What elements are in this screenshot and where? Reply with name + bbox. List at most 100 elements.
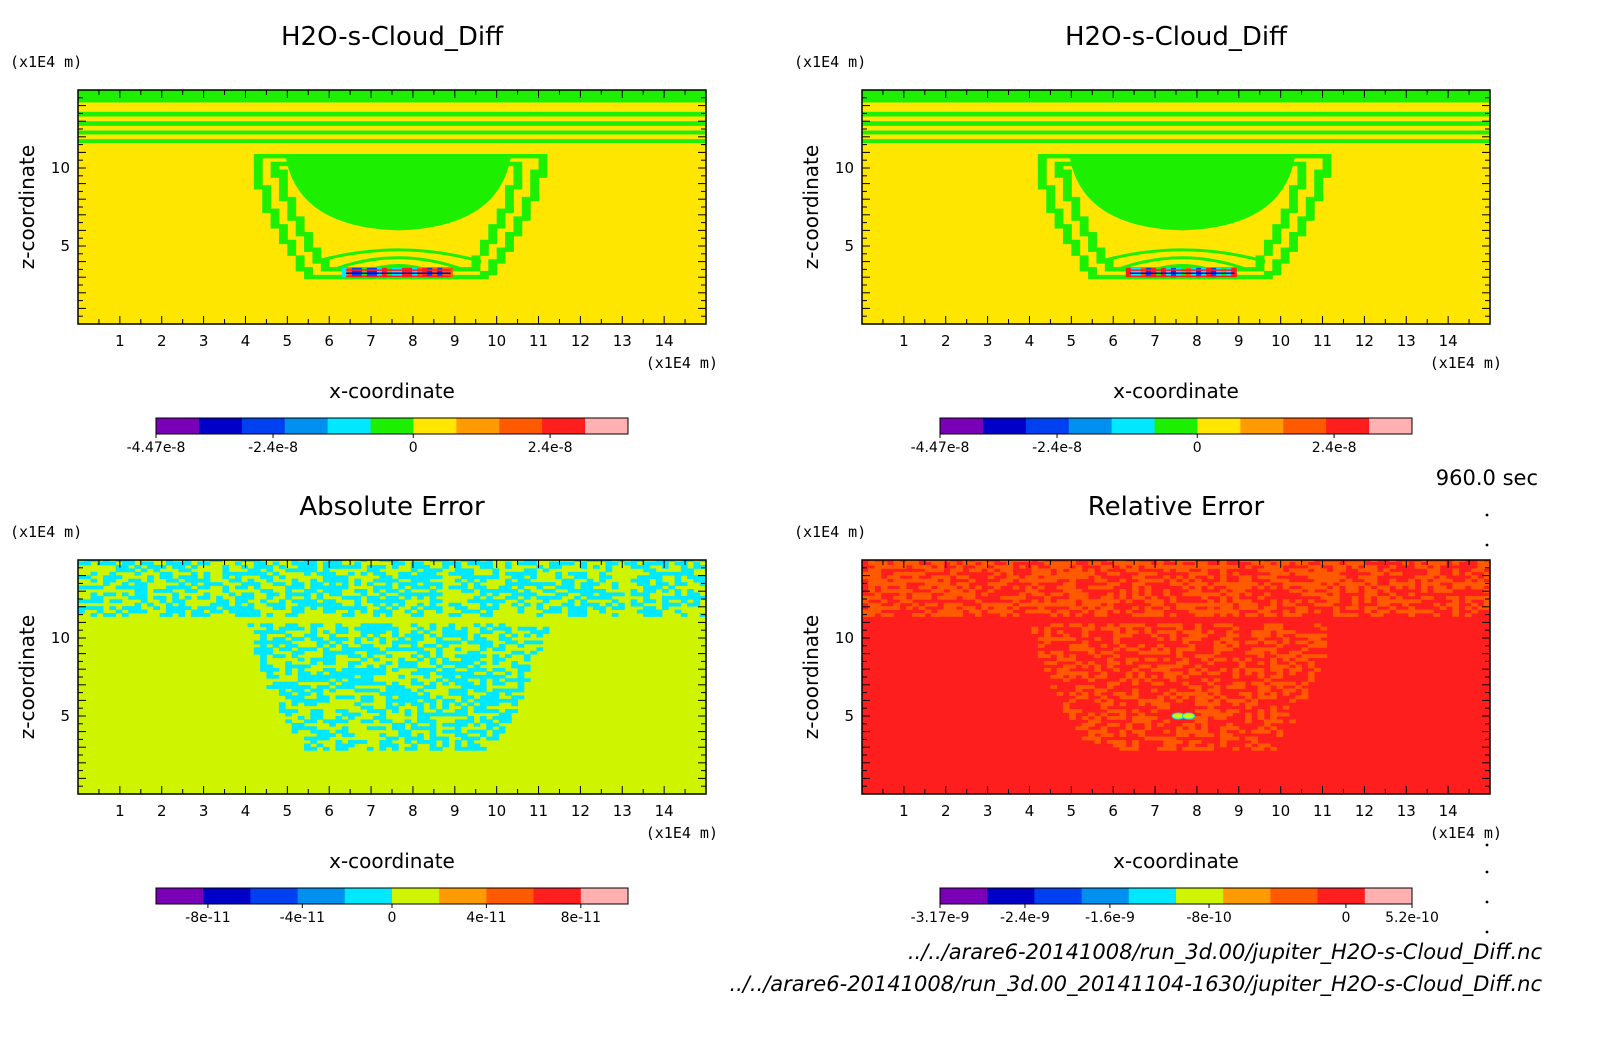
- colorbar-label: 0: [1193, 440, 1202, 456]
- x-tick-label: 8: [1192, 332, 1202, 350]
- x-tick-label: 5: [1067, 802, 1077, 820]
- plot-field: [78, 90, 706, 324]
- colorbar-swatch: [940, 888, 988, 904]
- y-tick-label: 10: [51, 159, 70, 177]
- band-1: [862, 111, 1490, 117]
- colorbar-swatch: [392, 888, 440, 904]
- y-unit-label: (x1E4 m): [794, 523, 866, 541]
- band-2: [862, 121, 1490, 126]
- x-tick-label: 14: [1439, 802, 1458, 820]
- x-tick-label: 2: [941, 332, 951, 350]
- colorbar-swatch: [987, 888, 1035, 904]
- x-tick-label: 2: [157, 802, 167, 820]
- chart-title: Absolute Error: [299, 492, 485, 522]
- x-tick-label: 12: [1355, 332, 1374, 350]
- colorbar: -4.47e-8 -2.4e-8 0 2.4e-8: [911, 417, 1413, 456]
- x-tick-label: 1: [899, 332, 909, 350]
- x-tick-label: 13: [613, 332, 632, 350]
- chart-title: H2O-s-Cloud_Diff: [281, 22, 504, 52]
- colorbar-swatch: [198, 418, 243, 434]
- x-tick-label: 3: [199, 332, 209, 350]
- x-unit-label: (x1E4 m): [1430, 354, 1502, 372]
- y-unit-label: (x1E4 m): [10, 523, 82, 541]
- x-tick-label: 8: [408, 332, 418, 350]
- colorbar-swatch: [1326, 418, 1370, 434]
- colorbar-label: -1.6e-9: [1085, 910, 1135, 926]
- colorbar-swatch: [940, 418, 984, 434]
- y-tick-label: 10: [835, 629, 854, 647]
- x-tick-label: 3: [983, 332, 993, 350]
- x-tick-label: 14: [655, 802, 674, 820]
- plot-field: [78, 560, 706, 794]
- x-tick-label: 9: [1234, 332, 1244, 350]
- colorbar-frame: [939, 417, 1413, 435]
- colorbar-swatch: [327, 418, 372, 434]
- x-tick-label: 1: [115, 802, 125, 820]
- colorbar-label: 0: [388, 910, 397, 926]
- arc-0: [314, 248, 482, 264]
- cloud-dome: [1069, 153, 1296, 231]
- x-tick-label: 10: [1271, 802, 1290, 820]
- colorbar-swatch: [1270, 888, 1319, 904]
- chart-panel-1: 1 2 3 4 5 6 7 8 9 10 11 12 13 14510H2O-s-Cloud_Diff(x…: [10, 22, 718, 456]
- colorbar-swatch: [203, 888, 251, 904]
- x-tick-label: 10: [487, 802, 506, 820]
- colorbar-swatch: [1240, 418, 1284, 434]
- colorbar-swatch: [486, 888, 535, 904]
- colorbar-label: -4.47e-8: [911, 440, 970, 456]
- x-tick-label: 4: [1025, 332, 1035, 350]
- x-tick-label: 9: [1234, 802, 1244, 820]
- colorbar-swatch: [250, 888, 299, 904]
- colorbar-label: 2.4e-8: [528, 440, 573, 456]
- colorbar-label: 0: [1341, 910, 1350, 926]
- y-axis-label: z-coordinate: [15, 145, 39, 269]
- y-tick-label: 10: [835, 159, 854, 177]
- x-tick-label: 7: [1150, 332, 1160, 350]
- colorbar-swatch: [1369, 418, 1413, 434]
- colorbar-swatch: [1068, 418, 1113, 434]
- colorbar-swatch: [297, 888, 346, 904]
- x-tick-label: 8: [1192, 802, 1202, 820]
- colorbar: -8e-11 -4e-11 0 4e-11 8e-11: [155, 887, 629, 926]
- y-tick-label: 10: [51, 629, 70, 647]
- colorbar-label: 0: [409, 440, 418, 456]
- x-tick-label: 9: [450, 802, 460, 820]
- x-unit-label: (x1E4 m): [1430, 824, 1502, 842]
- colorbar-swatch: [370, 418, 414, 434]
- colorbar-swatch: [982, 418, 1027, 434]
- cloud-dome: [285, 153, 512, 231]
- x-tick-label: 11: [529, 802, 548, 820]
- colorbar-swatch: [344, 888, 393, 904]
- x-tick-label: 2: [941, 802, 951, 820]
- x-tick-label: 4: [241, 802, 251, 820]
- y-axis-label: z-coordinate: [799, 145, 823, 269]
- colorbar-swatch: [1111, 418, 1156, 434]
- chart-panel-2: 1 2 3 4 5 6 7 8 9 10 11 12 13 14510H2O-s-Cloud_Diff(x…: [794, 22, 1502, 456]
- spot-b: [1182, 712, 1196, 720]
- colorbar-swatch: [1154, 418, 1198, 434]
- colorbar-swatch: [156, 418, 200, 434]
- colorbar-label: -2.4e-9: [1000, 910, 1050, 926]
- chart-title: H2O-s-Cloud_Diff: [1065, 22, 1288, 52]
- margin-dot: [1485, 930, 1489, 934]
- colorbar-swatch: [1223, 888, 1271, 904]
- colorbar-label: 4e-11: [466, 910, 506, 926]
- x-tick-label: 14: [1439, 332, 1458, 350]
- x-unit-label: (x1E4 m): [646, 824, 718, 842]
- x-tick-label: 2: [157, 332, 167, 350]
- x-tick-label: 3: [199, 802, 209, 820]
- colorbar-label: 5.2e-10: [1385, 910, 1439, 926]
- colorbar-swatch: [1176, 888, 1224, 904]
- colorbar-swatch: [241, 418, 286, 434]
- x-axis-label: x-coordinate: [329, 379, 455, 403]
- x-tick-label: 8: [408, 802, 418, 820]
- x-tick-label: 13: [613, 802, 632, 820]
- band-0: [78, 90, 706, 103]
- x-tick-label: 11: [1313, 802, 1332, 820]
- x-axis-label: x-coordinate: [1113, 849, 1239, 873]
- x-tick-label: 1: [899, 802, 909, 820]
- colorbar-label: -3.17e-9: [911, 910, 970, 926]
- y-tick-label: 5: [844, 237, 854, 255]
